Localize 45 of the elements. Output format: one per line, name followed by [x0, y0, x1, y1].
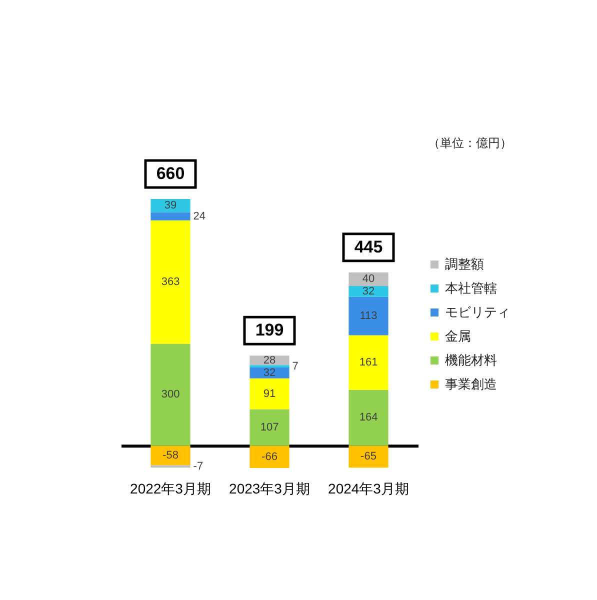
total-label: 199	[255, 320, 284, 340]
data-label: 28	[263, 354, 276, 366]
bar	[348, 390, 388, 446]
data-label: 32	[263, 366, 276, 379]
x-tick-label: 2024年3月期	[328, 480, 409, 496]
data-label: 39	[164, 200, 177, 212]
bar	[348, 272, 388, 286]
data-label: 32	[362, 285, 375, 298]
x-tick-label: 2023年3月期	[229, 480, 310, 496]
text: （単位：億円）	[428, 136, 512, 150]
data-label: 300	[161, 388, 180, 401]
bar	[250, 446, 290, 468]
legend-label: 金属	[445, 328, 471, 344]
data-label: 40	[362, 273, 375, 286]
data-label: -65	[360, 450, 376, 463]
bar	[250, 378, 290, 410]
bar	[250, 409, 290, 446]
bar	[348, 296, 388, 336]
data-label: -58	[162, 449, 178, 462]
bar	[150, 446, 190, 466]
total-label: 660	[156, 164, 185, 183]
data-label: 363	[161, 276, 180, 288]
bar	[150, 212, 190, 220]
data-label: 107	[260, 421, 279, 434]
data-label: 24	[193, 210, 206, 222]
data-label: 113	[360, 310, 378, 322]
x-tick-label: 2022年3月期	[130, 480, 211, 496]
total-label: 445	[354, 237, 383, 256]
bar	[348, 335, 388, 390]
data-label: -7	[193, 460, 204, 472]
data-label: 164	[359, 412, 378, 424]
legend-label: 機能材料	[445, 352, 497, 368]
bar	[348, 446, 388, 468]
bar	[250, 367, 290, 378]
bar	[150, 220, 190, 344]
data-label: 91	[263, 388, 276, 400]
legend-label: モビリティ	[445, 304, 510, 320]
data-label: -66	[262, 450, 278, 463]
bar	[150, 344, 190, 446]
data-label: 161	[359, 356, 378, 369]
bar	[348, 286, 388, 297]
legend-label: 本社管轄	[445, 280, 497, 296]
data-label: 7	[292, 360, 298, 372]
legend-label: 調整額	[445, 256, 484, 272]
legend-label: 事業創造	[445, 376, 497, 392]
